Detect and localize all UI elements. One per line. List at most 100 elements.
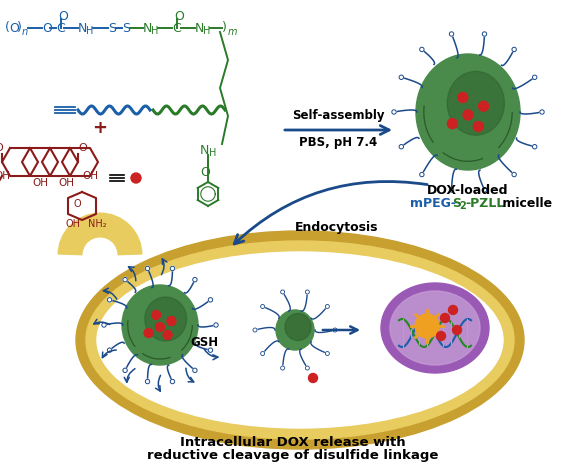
Text: S: S bbox=[452, 197, 461, 210]
Text: (: ( bbox=[5, 21, 10, 35]
Circle shape bbox=[145, 266, 150, 271]
Ellipse shape bbox=[76, 231, 524, 449]
Text: S: S bbox=[108, 21, 116, 35]
Circle shape bbox=[193, 277, 197, 282]
Circle shape bbox=[281, 366, 285, 370]
Text: C: C bbox=[172, 21, 180, 35]
Text: mPEG-: mPEG- bbox=[410, 197, 456, 210]
Text: O: O bbox=[42, 21, 52, 35]
Text: O: O bbox=[200, 165, 210, 179]
Circle shape bbox=[482, 188, 486, 192]
Circle shape bbox=[261, 305, 265, 308]
Circle shape bbox=[473, 121, 483, 131]
Circle shape bbox=[333, 328, 337, 332]
Text: Endocytosis: Endocytosis bbox=[295, 221, 379, 234]
Ellipse shape bbox=[86, 241, 514, 439]
Text: ): ) bbox=[222, 21, 227, 35]
Ellipse shape bbox=[285, 313, 311, 340]
Circle shape bbox=[107, 298, 112, 302]
Circle shape bbox=[482, 32, 486, 36]
Circle shape bbox=[305, 290, 309, 294]
Text: OH: OH bbox=[82, 171, 98, 181]
Circle shape bbox=[163, 331, 172, 339]
Text: O: O bbox=[74, 199, 81, 209]
Circle shape bbox=[305, 366, 309, 370]
Circle shape bbox=[208, 348, 213, 352]
Circle shape bbox=[281, 290, 285, 294]
Circle shape bbox=[123, 277, 127, 282]
Circle shape bbox=[171, 266, 175, 271]
Circle shape bbox=[144, 329, 153, 338]
Ellipse shape bbox=[276, 310, 314, 350]
Circle shape bbox=[193, 368, 197, 373]
Circle shape bbox=[171, 379, 175, 384]
Ellipse shape bbox=[381, 283, 489, 373]
Text: n: n bbox=[22, 27, 28, 37]
Circle shape bbox=[533, 75, 537, 80]
Circle shape bbox=[123, 368, 127, 373]
Text: NH₂: NH₂ bbox=[88, 219, 107, 229]
Text: O: O bbox=[58, 10, 68, 23]
Text: O: O bbox=[78, 143, 87, 153]
Text: +: + bbox=[93, 119, 107, 137]
Circle shape bbox=[449, 188, 454, 192]
Circle shape bbox=[145, 379, 150, 384]
Circle shape bbox=[102, 323, 106, 327]
Text: m: m bbox=[228, 27, 237, 37]
Text: H: H bbox=[203, 26, 210, 36]
Circle shape bbox=[463, 110, 473, 120]
Circle shape bbox=[540, 110, 544, 114]
Circle shape bbox=[325, 351, 329, 356]
Circle shape bbox=[452, 325, 462, 334]
Circle shape bbox=[214, 323, 218, 327]
Text: -PZLL: -PZLL bbox=[465, 197, 505, 210]
Circle shape bbox=[420, 172, 424, 177]
Text: N: N bbox=[78, 21, 87, 35]
Text: OH: OH bbox=[32, 178, 48, 188]
Circle shape bbox=[512, 47, 516, 52]
Text: N: N bbox=[143, 21, 152, 35]
Ellipse shape bbox=[390, 291, 480, 365]
Text: H: H bbox=[86, 26, 93, 36]
Text: O: O bbox=[174, 10, 184, 23]
Circle shape bbox=[392, 110, 396, 114]
Text: GSH: GSH bbox=[190, 337, 218, 350]
Circle shape bbox=[449, 32, 454, 36]
Circle shape bbox=[448, 306, 458, 314]
Circle shape bbox=[420, 47, 424, 52]
Circle shape bbox=[458, 93, 468, 102]
Ellipse shape bbox=[97, 252, 503, 428]
Circle shape bbox=[261, 351, 265, 356]
Circle shape bbox=[208, 298, 213, 302]
Text: O: O bbox=[9, 21, 19, 35]
Circle shape bbox=[308, 374, 318, 382]
Text: S: S bbox=[122, 21, 130, 35]
Text: Intracellular DOX release with: Intracellular DOX release with bbox=[180, 437, 406, 450]
Circle shape bbox=[447, 119, 458, 129]
Text: Self-assembly: Self-assembly bbox=[292, 109, 385, 122]
Circle shape bbox=[155, 323, 165, 332]
Circle shape bbox=[167, 317, 176, 325]
Text: micelle: micelle bbox=[498, 197, 552, 210]
Text: N: N bbox=[200, 144, 209, 156]
Circle shape bbox=[512, 172, 516, 177]
Ellipse shape bbox=[122, 285, 198, 365]
Text: C: C bbox=[56, 21, 64, 35]
Text: ): ) bbox=[17, 21, 22, 35]
Ellipse shape bbox=[416, 54, 520, 170]
Text: N: N bbox=[195, 21, 205, 35]
Circle shape bbox=[152, 311, 161, 319]
Ellipse shape bbox=[447, 71, 505, 135]
Circle shape bbox=[533, 144, 537, 149]
Text: 2: 2 bbox=[459, 201, 466, 211]
Text: OH: OH bbox=[66, 219, 81, 229]
Text: O: O bbox=[0, 143, 3, 153]
Circle shape bbox=[107, 348, 112, 352]
Text: reductive cleavage of disulfide linkage: reductive cleavage of disulfide linkage bbox=[147, 450, 439, 463]
Circle shape bbox=[437, 332, 445, 340]
Text: PBS, pH 7.4: PBS, pH 7.4 bbox=[299, 136, 377, 149]
Text: OH: OH bbox=[58, 178, 74, 188]
Circle shape bbox=[253, 328, 257, 332]
Circle shape bbox=[399, 144, 404, 149]
Circle shape bbox=[131, 173, 141, 183]
